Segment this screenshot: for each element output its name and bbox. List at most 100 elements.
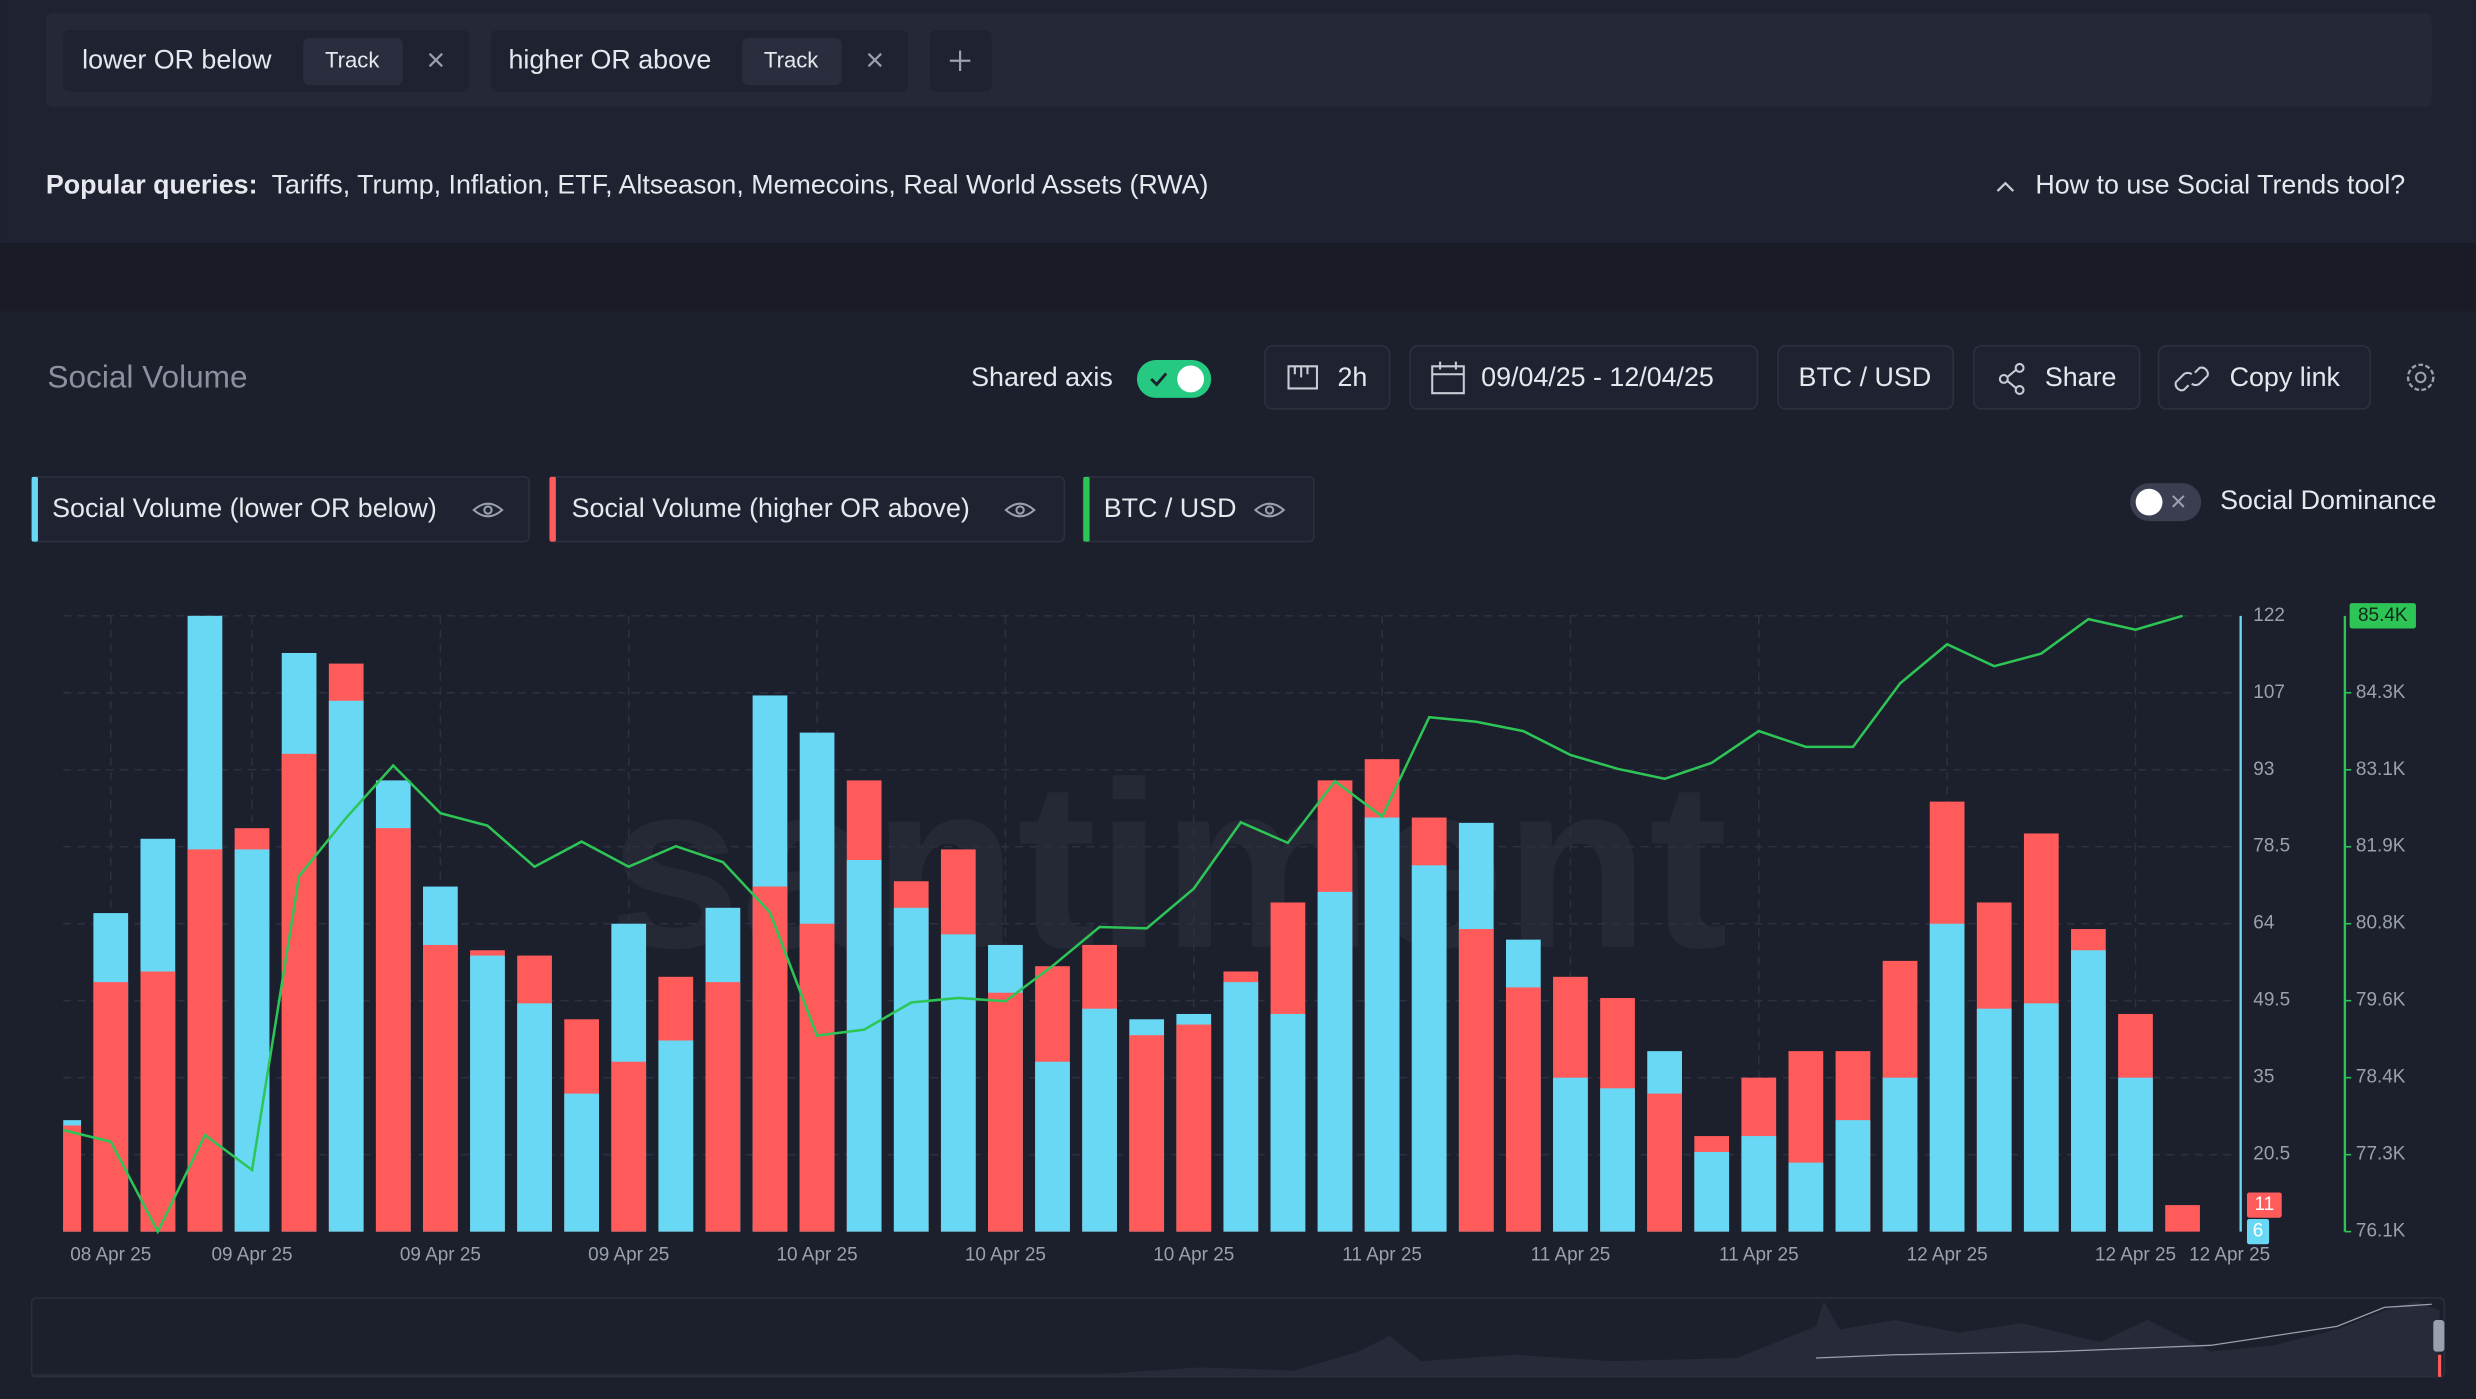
y-tick-label: 93 [2253,759,2274,780]
x-tick-label: 09 Apr 25 [400,1244,481,1265]
panel-title: Social Volume [47,358,247,394]
legend-label: Social Volume (higher OR above) [572,493,970,523]
y-tick-label: 122 [2253,605,2285,626]
help-link[interactable]: How to use Social Trends tool? [2035,169,2405,199]
legend-label: Social Volume (lower OR below) [52,493,437,523]
query-text: higher OR above [508,45,711,75]
settings-icon[interactable] [2406,363,2435,392]
toggle-knob [1177,365,1205,393]
bar [1788,1162,1824,1232]
popular-items[interactable]: Tariffs, Trump, Inflation, ETF, Altseaso… [272,169,1209,199]
bar [1270,1013,1306,1232]
spacer [0,243,2476,312]
x-tick-label: 11 Apr 25 [1531,1244,1611,1265]
share-button[interactable] [1973,345,2141,410]
x-tick-label: 09 Apr 25 [211,1244,292,1265]
bar [93,982,129,1232]
bar [140,971,176,1232]
plot: santiment 20.5 35 49.5 64 78.5 93 107 122 76.1K 77… [63,603,2416,1265]
x-tick-label: 10 Apr 25 [965,1244,1046,1265]
calendar-icon [1431,361,1465,395]
dominance-label: Social Dominance [2220,485,2436,515]
bar [375,828,411,1232]
copy-label: Copy link [2230,362,2341,392]
bar [2118,1077,2153,1232]
y-tick-label: 107 [2253,682,2285,703]
bar [1035,1061,1070,1232]
legend-label: BTC / USD [1104,493,1237,523]
share-label: Share [2045,362,2117,392]
minimap-area [31,1301,2440,1377]
value-badge-label: 85.4K [2358,605,2408,626]
y2-tick-label: 83.1K [2356,759,2406,780]
remove-icon[interactable] [428,52,443,68]
bar [63,1125,82,1232]
link-icon [2174,366,2209,392]
share-icon [1998,362,2025,395]
caret-icon [1996,181,2015,192]
ruler-icon [1287,365,1318,390]
bar [2023,1003,2059,1232]
asset: BTC / USD [1799,362,1932,392]
bar [1553,1077,1588,1232]
bar [1929,923,1965,1232]
bar [1129,1035,1165,1232]
bar [1317,891,1353,1232]
bar [423,944,458,1232]
bar [1458,929,1494,1232]
bar [1364,817,1400,1232]
remove-icon[interactable] [867,52,882,68]
value-badge [2349,603,2416,629]
y2-tick-label: 78.4K [2356,1067,2406,1088]
y2-tick-label: 80.8K [2356,913,2406,934]
bar [1741,1136,1777,1232]
add-icon [949,50,971,72]
bar [752,886,788,1232]
bar [1647,1093,1682,1232]
x-tick-label: 12 Apr 25 [2095,1244,2176,1265]
y2-tick-label: 84.3K [2356,682,2406,703]
query-text: lower OR below [82,45,272,75]
track-button[interactable] [303,37,403,86]
bar [1600,1088,1635,1232]
x-tick-label: 10 Apr 25 [777,1244,858,1265]
x-end-label: 12 Apr 25 [2189,1244,2270,1265]
x-tick-label: 11 Apr 25 [1719,1244,1799,1265]
bar [846,860,882,1232]
track-label: Track [764,47,819,72]
eye-icons[interactable] [472,502,1286,518]
copy-button[interactable] [2157,345,2371,410]
bar [1835,1120,1871,1232]
y2-tick-label: 81.9K [2356,836,2406,857]
y-tick-label: 35 [2253,1067,2274,1088]
bar [611,1061,647,1232]
value-badge [2246,1192,2282,1218]
x-tick-label: 09 Apr 25 [588,1244,669,1265]
legend-swatch [549,476,556,542]
popular-label: Popular queries: [46,169,258,199]
track-button[interactable] [742,37,842,86]
close-icon [2172,495,2185,508]
track-label: Track [325,47,380,72]
watermark: santiment [609,734,1728,998]
interval-button[interactable] [1264,345,1391,410]
minimap-handle[interactable] [2433,1320,2445,1352]
check-icon [1150,372,1168,387]
bar [988,992,1023,1232]
bar [893,907,929,1232]
date-button[interactable] [1409,345,1759,410]
bar [1505,987,1541,1232]
minimap-marker [2438,1354,2442,1377]
legend-swatch [31,476,38,542]
bar [1411,865,1447,1232]
y2-tick-label: 77.3K [2356,1144,2406,1165]
bar [328,700,364,1232]
line [63,614,2183,1235]
y-tick-label: 64 [2253,913,2274,934]
toggle-knob [2135,488,2163,516]
asset-button[interactable] [1777,345,1955,410]
legend-swatch [1083,476,1090,542]
bar [2071,950,2106,1232]
bar [470,955,505,1232]
x-tick-label: 08 Apr 25 [70,1244,151,1265]
